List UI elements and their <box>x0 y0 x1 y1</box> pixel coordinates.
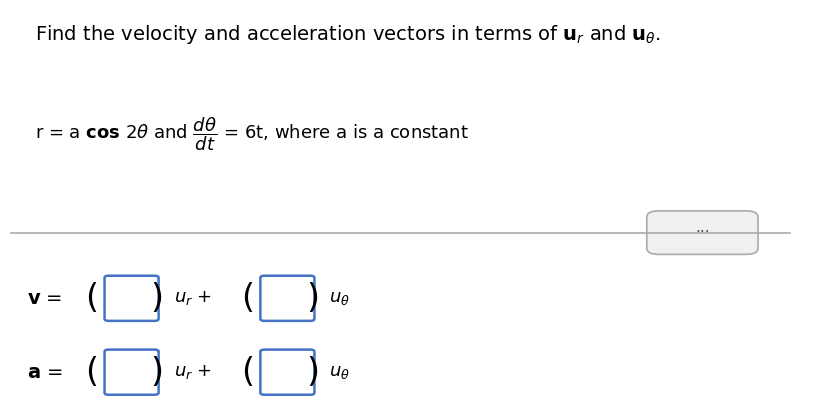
FancyBboxPatch shape <box>260 276 314 321</box>
Text: $u_{\theta}$: $u_{\theta}$ <box>329 363 349 381</box>
Text: (: ( <box>241 356 254 389</box>
Text: ): ) <box>151 282 164 315</box>
Text: Find the velocity and acceleration vectors in terms of $\mathbf{u}_r$ and $\math: Find the velocity and acceleration vecto… <box>34 23 661 46</box>
Text: $\mathbf{v}$ =: $\mathbf{v}$ = <box>27 289 62 308</box>
Text: $\mathbf{a}$ =: $\mathbf{a}$ = <box>27 363 62 381</box>
Text: (: ( <box>85 356 98 389</box>
Text: $u_{\theta}$: $u_{\theta}$ <box>329 289 349 307</box>
FancyBboxPatch shape <box>105 276 159 321</box>
FancyBboxPatch shape <box>647 211 758 254</box>
Text: $u_r$ +: $u_r$ + <box>173 363 212 381</box>
Text: ···: ··· <box>695 225 710 240</box>
Text: r = a $\mathbf{cos}$ 2$\theta$ and $\dfrac{d\theta}{dt}$ = 6t, where a is a cons: r = a $\mathbf{cos}$ 2$\theta$ and $\dfr… <box>34 115 469 153</box>
FancyBboxPatch shape <box>105 349 159 395</box>
Text: ): ) <box>307 282 319 315</box>
Text: (: ( <box>85 282 98 315</box>
Text: ): ) <box>151 356 164 389</box>
FancyBboxPatch shape <box>260 349 314 395</box>
Text: (: ( <box>241 282 254 315</box>
Text: $u_r$ +: $u_r$ + <box>173 289 212 307</box>
Text: ): ) <box>307 356 319 389</box>
